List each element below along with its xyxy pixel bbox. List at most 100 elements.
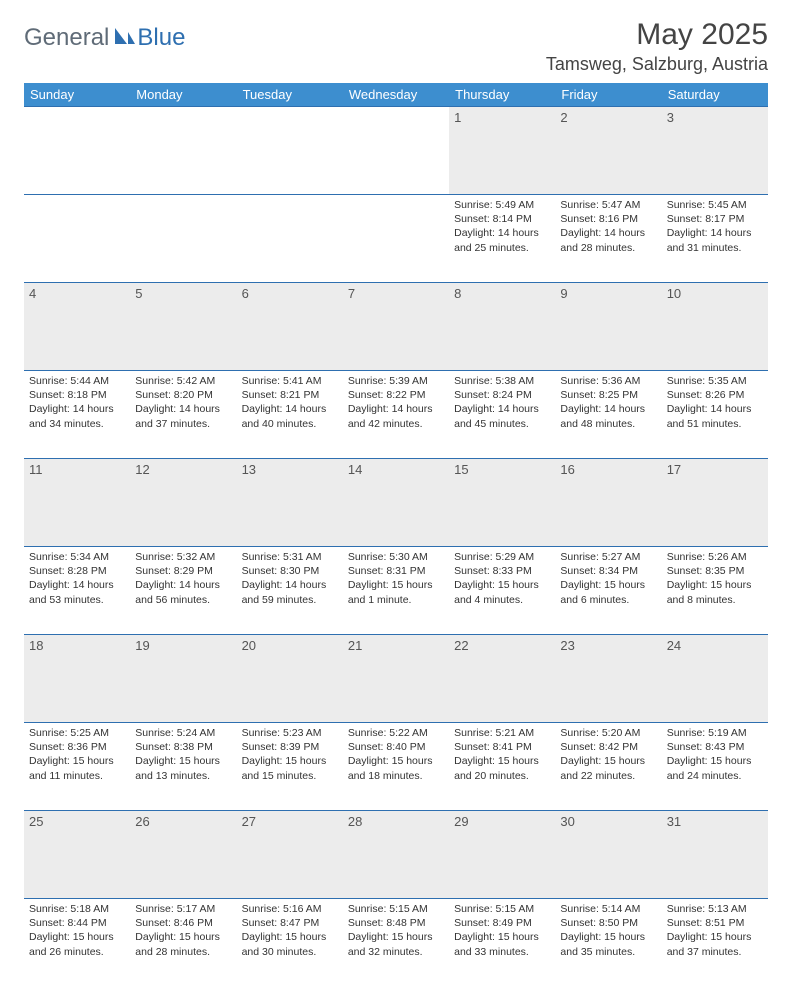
day-cell: Sunrise: 5:27 AMSunset: 8:34 PMDaylight:…	[555, 547, 661, 635]
sunrise-line: Sunrise: 5:27 AM	[560, 550, 656, 564]
day-cell: Sunrise: 5:45 AMSunset: 8:17 PMDaylight:…	[662, 195, 768, 283]
sunrise-line: Sunrise: 5:36 AM	[560, 374, 656, 388]
daylight-line: Daylight: 15 hours and 13 minutes.	[135, 754, 231, 782]
day-cell: Sunrise: 5:30 AMSunset: 8:31 PMDaylight:…	[343, 547, 449, 635]
daylight-line: Daylight: 14 hours and 25 minutes.	[454, 226, 550, 254]
sunset-line: Sunset: 8:34 PM	[560, 564, 656, 578]
brand-sail-icon	[113, 26, 135, 51]
sunrise-line: Sunrise: 5:35 AM	[667, 374, 763, 388]
day-number-cell: 29	[449, 811, 555, 899]
month-title: May 2025	[546, 18, 768, 52]
sunset-line: Sunset: 8:31 PM	[348, 564, 444, 578]
daylight-line: Daylight: 15 hours and 8 minutes.	[667, 578, 763, 606]
weekday-header: Thursday	[449, 83, 555, 107]
sunset-line: Sunset: 8:50 PM	[560, 916, 656, 930]
sunset-line: Sunset: 8:36 PM	[29, 740, 125, 754]
day-cell-text: Sunrise: 5:15 AMSunset: 8:49 PMDaylight:…	[454, 902, 550, 959]
weekday-header: Friday	[555, 83, 661, 107]
sunset-line: Sunset: 8:40 PM	[348, 740, 444, 754]
day-cell: Sunrise: 5:17 AMSunset: 8:46 PMDaylight:…	[130, 899, 236, 987]
sunset-line: Sunset: 8:33 PM	[454, 564, 550, 578]
daylight-line: Daylight: 15 hours and 4 minutes.	[454, 578, 550, 606]
day-cell-text: Sunrise: 5:16 AMSunset: 8:47 PMDaylight:…	[242, 902, 338, 959]
day-number-row: 18192021222324	[24, 635, 768, 723]
sunset-line: Sunset: 8:26 PM	[667, 388, 763, 402]
day-cell: Sunrise: 5:21 AMSunset: 8:41 PMDaylight:…	[449, 723, 555, 811]
day-cell: Sunrise: 5:35 AMSunset: 8:26 PMDaylight:…	[662, 371, 768, 459]
sunrise-line: Sunrise: 5:26 AM	[667, 550, 763, 564]
sunset-line: Sunset: 8:29 PM	[135, 564, 231, 578]
day-number-cell: 2	[555, 107, 661, 195]
day-cell: Sunrise: 5:42 AMSunset: 8:20 PMDaylight:…	[130, 371, 236, 459]
title-block: May 2025 Tamsweg, Salzburg, Austria	[546, 18, 768, 75]
day-cell: Sunrise: 5:14 AMSunset: 8:50 PMDaylight:…	[555, 899, 661, 987]
sunset-line: Sunset: 8:51 PM	[667, 916, 763, 930]
daylight-line: Daylight: 14 hours and 40 minutes.	[242, 402, 338, 430]
daylight-line: Daylight: 14 hours and 28 minutes.	[560, 226, 656, 254]
daylight-line: Daylight: 14 hours and 37 minutes.	[135, 402, 231, 430]
day-cell-text: Sunrise: 5:27 AMSunset: 8:34 PMDaylight:…	[560, 550, 656, 607]
day-number-cell: 15	[449, 459, 555, 547]
daylight-line: Daylight: 14 hours and 34 minutes.	[29, 402, 125, 430]
daylight-line: Daylight: 15 hours and 1 minute.	[348, 578, 444, 606]
day-cell: Sunrise: 5:24 AMSunset: 8:38 PMDaylight:…	[130, 723, 236, 811]
sunrise-line: Sunrise: 5:49 AM	[454, 198, 550, 212]
sunrise-line: Sunrise: 5:17 AM	[135, 902, 231, 916]
sunset-line: Sunset: 8:46 PM	[135, 916, 231, 930]
day-cell-text: Sunrise: 5:17 AMSunset: 8:46 PMDaylight:…	[135, 902, 231, 959]
day-cell: Sunrise: 5:44 AMSunset: 8:18 PMDaylight:…	[24, 371, 130, 459]
day-cell-text: Sunrise: 5:19 AMSunset: 8:43 PMDaylight:…	[667, 726, 763, 783]
day-number-cell: 27	[237, 811, 343, 899]
day-cell-text: Sunrise: 5:36 AMSunset: 8:25 PMDaylight:…	[560, 374, 656, 431]
daylight-line: Daylight: 15 hours and 32 minutes.	[348, 930, 444, 958]
day-cell-text: Sunrise: 5:18 AMSunset: 8:44 PMDaylight:…	[29, 902, 125, 959]
daylight-line: Daylight: 15 hours and 37 minutes.	[667, 930, 763, 958]
day-number-cell: 6	[237, 283, 343, 371]
sunset-line: Sunset: 8:48 PM	[348, 916, 444, 930]
weekday-header: Monday	[130, 83, 236, 107]
sunrise-line: Sunrise: 5:39 AM	[348, 374, 444, 388]
day-number-cell: 30	[555, 811, 661, 899]
sunrise-line: Sunrise: 5:23 AM	[242, 726, 338, 740]
day-number-cell: 7	[343, 283, 449, 371]
day-cell-text: Sunrise: 5:34 AMSunset: 8:28 PMDaylight:…	[29, 550, 125, 607]
day-number-row: 11121314151617	[24, 459, 768, 547]
day-number-cell: 9	[555, 283, 661, 371]
day-cell-text: Sunrise: 5:23 AMSunset: 8:39 PMDaylight:…	[242, 726, 338, 783]
sunset-line: Sunset: 8:35 PM	[667, 564, 763, 578]
sunset-line: Sunset: 8:17 PM	[667, 212, 763, 226]
header: General Blue May 2025 Tamsweg, Salzburg,…	[24, 18, 768, 75]
day-cell: Sunrise: 5:23 AMSunset: 8:39 PMDaylight:…	[237, 723, 343, 811]
day-cell: Sunrise: 5:26 AMSunset: 8:35 PMDaylight:…	[662, 547, 768, 635]
day-cell	[237, 195, 343, 283]
sunset-line: Sunset: 8:14 PM	[454, 212, 550, 226]
day-cell: Sunrise: 5:18 AMSunset: 8:44 PMDaylight:…	[24, 899, 130, 987]
day-cell: Sunrise: 5:20 AMSunset: 8:42 PMDaylight:…	[555, 723, 661, 811]
sunset-line: Sunset: 8:16 PM	[560, 212, 656, 226]
sunset-line: Sunset: 8:28 PM	[29, 564, 125, 578]
sunrise-line: Sunrise: 5:32 AM	[135, 550, 231, 564]
day-cell-text: Sunrise: 5:14 AMSunset: 8:50 PMDaylight:…	[560, 902, 656, 959]
day-number-row: 25262728293031	[24, 811, 768, 899]
day-number-cell	[343, 107, 449, 195]
daylight-line: Daylight: 14 hours and 53 minutes.	[29, 578, 125, 606]
sunset-line: Sunset: 8:42 PM	[560, 740, 656, 754]
sunset-line: Sunset: 8:18 PM	[29, 388, 125, 402]
day-cell-text: Sunrise: 5:21 AMSunset: 8:41 PMDaylight:…	[454, 726, 550, 783]
day-cell: Sunrise: 5:25 AMSunset: 8:36 PMDaylight:…	[24, 723, 130, 811]
sunset-line: Sunset: 8:38 PM	[135, 740, 231, 754]
sunrise-line: Sunrise: 5:38 AM	[454, 374, 550, 388]
day-number-cell: 24	[662, 635, 768, 723]
sunrise-line: Sunrise: 5:42 AM	[135, 374, 231, 388]
sunset-line: Sunset: 8:24 PM	[454, 388, 550, 402]
sunset-line: Sunset: 8:25 PM	[560, 388, 656, 402]
daylight-line: Daylight: 14 hours and 42 minutes.	[348, 402, 444, 430]
day-cell: Sunrise: 5:39 AMSunset: 8:22 PMDaylight:…	[343, 371, 449, 459]
daylight-line: Daylight: 15 hours and 33 minutes.	[454, 930, 550, 958]
day-number-cell: 28	[343, 811, 449, 899]
day-cell-text: Sunrise: 5:29 AMSunset: 8:33 PMDaylight:…	[454, 550, 550, 607]
day-number-row: 123	[24, 107, 768, 195]
daylight-line: Daylight: 15 hours and 26 minutes.	[29, 930, 125, 958]
calendar-header: SundayMondayTuesdayWednesdayThursdayFrid…	[24, 83, 768, 107]
sunset-line: Sunset: 8:20 PM	[135, 388, 231, 402]
